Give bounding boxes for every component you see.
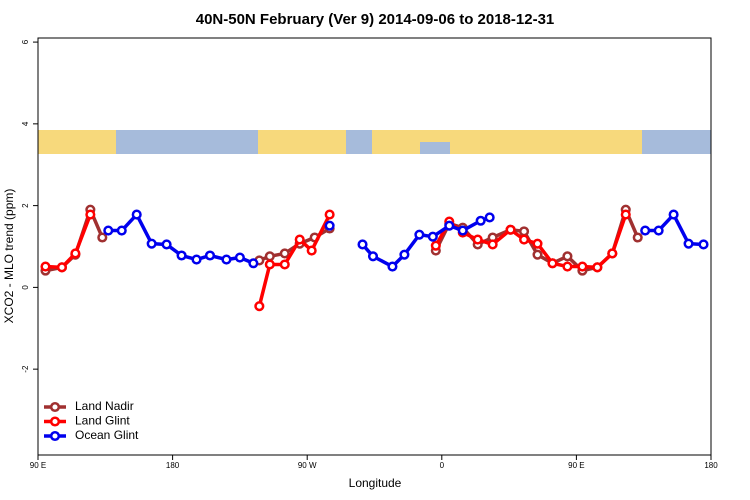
data-point — [306, 245, 317, 256]
y-tick-label: -2 — [21, 365, 30, 373]
data-point — [472, 234, 483, 245]
data-point — [264, 259, 275, 270]
data-point — [532, 249, 543, 260]
data-point — [484, 212, 495, 223]
data-point — [324, 209, 335, 220]
data-point — [592, 262, 603, 273]
legend-marker — [49, 416, 61, 427]
data-point — [457, 225, 468, 236]
data-point — [248, 258, 259, 269]
data-point — [505, 224, 516, 235]
x-tick-label: 90 E — [30, 461, 46, 470]
data-point — [279, 259, 290, 270]
data-point — [414, 229, 425, 240]
data-point — [427, 231, 438, 242]
plot-frame — [37, 37, 712, 456]
data-point — [131, 209, 142, 220]
data-point — [161, 239, 172, 250]
y-tick-label: 4 — [21, 121, 30, 126]
legend-label: Land Nadir — [75, 399, 134, 413]
data-point — [620, 209, 631, 220]
data-point — [294, 234, 305, 245]
data-point — [532, 238, 543, 249]
data-point — [547, 258, 558, 269]
data-point — [367, 251, 379, 262]
data-point — [562, 261, 573, 272]
map-ocean — [420, 142, 450, 154]
legend-label: Ocean Glint — [75, 428, 139, 442]
data-point — [668, 209, 679, 220]
map-land — [372, 130, 642, 154]
x-axis-label: Longitude — [349, 476, 402, 490]
data-point — [191, 254, 202, 265]
chart-title: 40N-50N February (Ver 9) 2014-09-06 to 2… — [196, 11, 555, 28]
x-tick-label: 180 — [704, 461, 718, 470]
y-tick-label: 2 — [21, 203, 30, 208]
data-point — [97, 232, 108, 243]
data-point — [103, 225, 114, 236]
data-point — [487, 239, 498, 250]
data-point — [444, 220, 455, 231]
y-axis-label: XCO2 - MLO trend (ppm) — [2, 189, 16, 324]
data-point — [176, 250, 187, 261]
data-point — [324, 220, 335, 231]
data-point — [698, 239, 709, 250]
data-point — [40, 261, 51, 272]
map-strip — [38, 130, 711, 154]
data-point — [264, 251, 275, 262]
data-point — [204, 250, 216, 261]
data-point — [519, 234, 530, 245]
x-tick-label: 180 — [166, 461, 180, 470]
data-point — [85, 209, 96, 220]
legend-marker — [49, 430, 61, 442]
data-point — [387, 261, 398, 272]
y-tick-label: 6 — [21, 39, 30, 44]
data-point — [56, 262, 67, 273]
data-point — [632, 232, 643, 243]
legend-label: Land Glint — [75, 414, 130, 428]
data-point — [577, 261, 588, 272]
data-point — [519, 226, 530, 237]
data-point — [430, 240, 441, 251]
data-point — [254, 301, 265, 312]
data-point — [562, 251, 573, 262]
series-line — [45, 213, 628, 307]
data-point — [357, 239, 368, 250]
data-point — [683, 238, 694, 249]
data-point — [607, 248, 618, 259]
data-point — [475, 215, 486, 226]
data-point — [70, 248, 81, 259]
x-tick-label: 90 E — [568, 461, 584, 470]
data-point — [146, 238, 157, 249]
data-point — [116, 225, 127, 236]
data-point — [640, 225, 651, 236]
y-tick-label: 0 — [21, 285, 30, 290]
map-land — [258, 130, 346, 154]
x-tick-label: 0 — [440, 461, 445, 470]
data-point — [234, 252, 245, 263]
map-land — [38, 130, 116, 154]
legend-marker — [49, 401, 61, 413]
data-point — [399, 249, 410, 260]
data-point — [221, 254, 232, 265]
x-tick-label: 90 W — [298, 461, 317, 470]
data-point — [653, 225, 664, 236]
data-point — [279, 248, 290, 259]
